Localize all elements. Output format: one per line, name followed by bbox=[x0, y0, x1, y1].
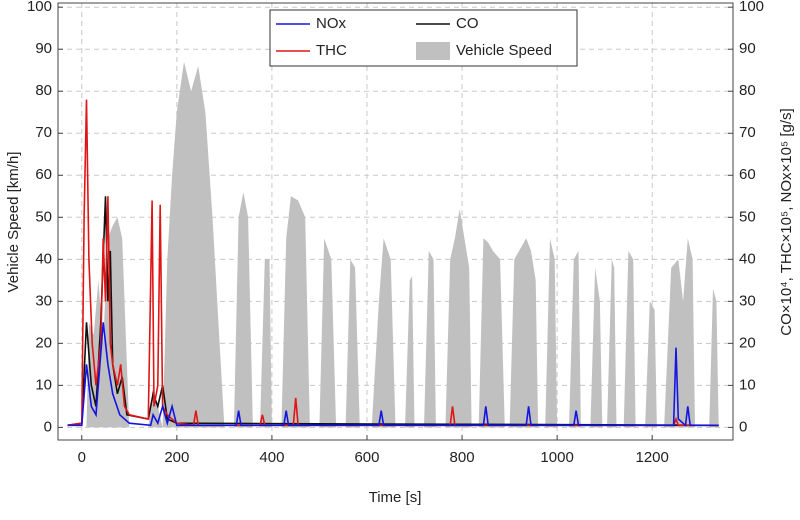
legend-label: NOx bbox=[316, 15, 347, 32]
legend-swatch bbox=[416, 42, 450, 60]
y-tick-label: 50 bbox=[35, 208, 52, 225]
legend: NOx THC CO Vehicle Speed bbox=[269, 9, 578, 67]
x-axis-label: Time [s] bbox=[369, 489, 422, 506]
y2-tick-label: 10 bbox=[739, 376, 756, 393]
y2-tick-label: 90 bbox=[739, 40, 756, 57]
x-tick-label: 400 bbox=[259, 449, 284, 466]
y-tick-label: 80 bbox=[35, 82, 52, 99]
y-tick-label: 60 bbox=[35, 166, 52, 183]
x-tick-label: 1200 bbox=[636, 449, 669, 466]
y2-tick-label: 80 bbox=[739, 82, 756, 99]
legend-label: CO bbox=[456, 15, 479, 32]
y-tick-label: 40 bbox=[35, 250, 52, 267]
y2-tick-label: 50 bbox=[739, 208, 756, 225]
x-tick-label: 1000 bbox=[540, 449, 573, 466]
y2-tick-label: 60 bbox=[739, 166, 756, 183]
y2-tick-label: 0 bbox=[739, 418, 747, 435]
y-tick-label: 0 bbox=[44, 418, 52, 435]
legend-label: THC bbox=[316, 42, 347, 59]
area-series bbox=[81, 61, 719, 428]
y-axis-label: Vehicle Speed [km/h] bbox=[5, 152, 22, 293]
y2-tick-label: 40 bbox=[739, 250, 756, 267]
x-tick-label: 200 bbox=[164, 449, 189, 466]
y2-tick-label: 70 bbox=[739, 124, 756, 141]
plot-frame bbox=[57, 2, 734, 441]
y-tick-label: 70 bbox=[35, 124, 52, 141]
y2-tick-label: 20 bbox=[739, 334, 756, 351]
y2-tick-label: 30 bbox=[739, 292, 756, 309]
plot-area bbox=[58, 3, 733, 440]
y2-tick-label: 100 bbox=[739, 0, 764, 15]
y-tick-label: 20 bbox=[35, 334, 52, 351]
y-tick-label: 90 bbox=[35, 40, 52, 57]
x-tick-label: 800 bbox=[450, 449, 475, 466]
x-tick-label: 600 bbox=[354, 449, 379, 466]
y-tick-label: 30 bbox=[35, 292, 52, 309]
y-tick-label: 100 bbox=[27, 0, 52, 15]
legend-label: Vehicle Speed bbox=[456, 42, 552, 59]
y-tick-label: 10 bbox=[35, 376, 52, 393]
x-tick-label: 0 bbox=[78, 449, 86, 466]
y2-axis-label: CO×10⁴, THC×10⁵, NOx×10⁵ [g/s] bbox=[778, 108, 795, 335]
line-series bbox=[67, 322, 719, 427]
